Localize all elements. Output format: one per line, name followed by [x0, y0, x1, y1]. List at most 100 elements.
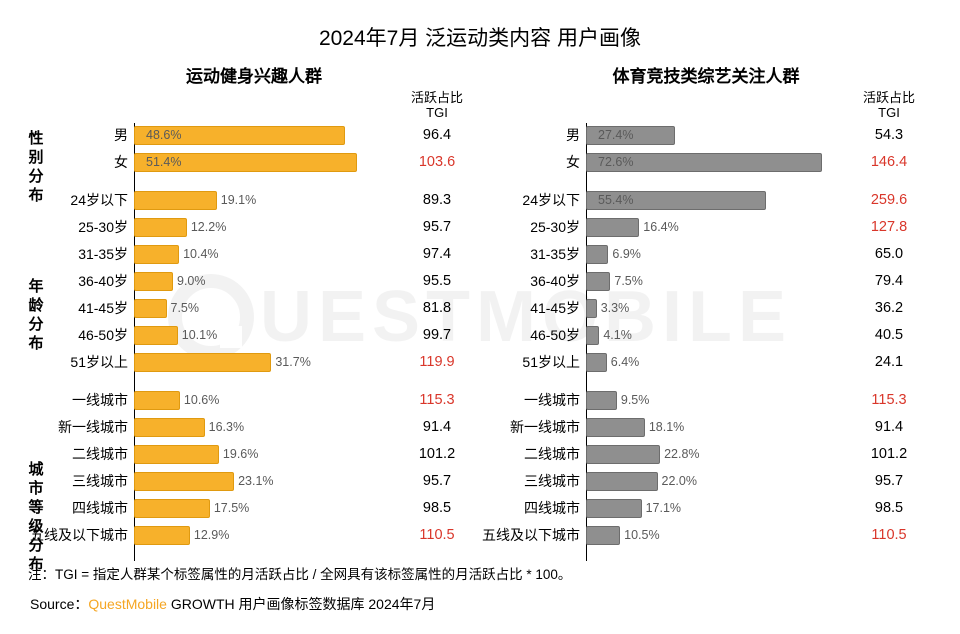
- row-label: 五线及以下城市: [480, 525, 586, 545]
- bar: [134, 326, 178, 345]
- bar-value-label: 10.4%: [183, 247, 218, 261]
- data-row: 36-40岁9.0%95.5: [28, 269, 480, 293]
- data-row: 四线城市17.1%98.5: [480, 496, 932, 520]
- bar-area: 9.0%: [134, 272, 394, 291]
- bar-value-label: 27.4%: [598, 128, 633, 142]
- bar-area: 55.4%: [586, 191, 846, 210]
- bar-area: 31.7%: [134, 353, 394, 372]
- tgi-value: 110.5: [846, 527, 932, 543]
- bar-area: 27.4%: [586, 126, 846, 145]
- bar-area: 3.3%: [586, 299, 846, 318]
- tgi-value: 101.2: [394, 446, 480, 462]
- bar-value-label: 10.6%: [184, 393, 219, 407]
- bar-value-label: 31.7%: [275, 355, 310, 369]
- tgi-value: 65.0: [846, 246, 932, 262]
- row-label: 46-50岁: [480, 325, 586, 345]
- data-row: 五线及以下城市 10.5% 110.5: [480, 523, 932, 547]
- data-row: 女51.4%103.6: [28, 150, 480, 174]
- bar-area: 10.4%: [134, 245, 394, 264]
- data-row: 一线城市9.5%115.3: [480, 388, 932, 412]
- data-row: 二线城市19.6%101.2: [28, 442, 480, 466]
- row-label: 51岁以上: [480, 352, 586, 372]
- bar: [134, 472, 234, 491]
- data-row: 41-45岁7.5%81.8: [28, 296, 480, 320]
- tgi-value: 95.7: [394, 473, 480, 489]
- row-label: 31-35岁: [480, 244, 586, 264]
- bar: [134, 245, 179, 264]
- category-label: 性别分布: [26, 125, 44, 211]
- tgi-value: 127.8: [846, 219, 932, 235]
- bar-value-label: 6.9%: [612, 247, 641, 261]
- tgi-header: 活跃占比TGI: [28, 91, 480, 121]
- bar-area: 72.6%: [586, 153, 846, 172]
- bar-value-label: 55.4%: [598, 193, 633, 207]
- chart-root: 2024年7月 泛运动类内容 用户画像 运动健身兴趣人群活跃占比TGI性别分布年…: [0, 0, 960, 561]
- data-row: 二线城市22.8%101.2: [480, 442, 932, 466]
- data-group: 24岁以下19.1%89.325-30岁12.2%95.731-35岁10.4%…: [28, 188, 480, 374]
- bar: [134, 499, 210, 518]
- data-row: 新一线城市16.3%91.4: [28, 415, 480, 439]
- chart-title: 2024年7月 泛运动类内容 用户画像: [28, 22, 932, 52]
- chart-body: 男27.4%54.3女72.6%146.424岁以下55.4%259.625-3…: [480, 123, 932, 561]
- data-row: 三线城市23.1%95.7: [28, 469, 480, 493]
- bar: [586, 391, 617, 410]
- data-row: 25-30岁16.4%127.8: [480, 215, 932, 239]
- tgi-value: 98.5: [846, 500, 932, 516]
- category-label: 城市等级分布: [26, 433, 44, 603]
- bar-value-label: 12.2%: [191, 220, 226, 234]
- bar-value-label: 18.1%: [649, 420, 684, 434]
- bar: [134, 272, 173, 291]
- tgi-value: 99.7: [394, 327, 480, 343]
- source-line: Source：QuestMobile GROWTH 用户画像标签数据库 2024…: [30, 594, 435, 614]
- bar-value-label: 7.5%: [614, 274, 643, 288]
- footnote: 注：TGI = 指定人群某个标签属性的月活跃占比 / 全网具有该标签属性的月活跃…: [0, 563, 960, 583]
- data-group: 男27.4%54.3女72.6%146.4: [480, 123, 932, 174]
- data-row: 男48.6%96.4: [28, 123, 480, 147]
- bar-value-label: 10.5%: [624, 528, 659, 542]
- data-row: 46-50岁10.1%99.7: [28, 323, 480, 347]
- bar-value-label: 48.6%: [146, 128, 181, 142]
- data-row: 五线及以下城市12.9%110.5: [28, 523, 480, 547]
- chart-column: 运动健身兴趣人群活跃占比TGI性别分布年龄分布城市等级分布男48.6%96.4女…: [28, 62, 480, 561]
- row-label: 四线城市: [480, 498, 586, 518]
- bar-value-label: 7.5%: [171, 301, 200, 315]
- bar-value-label: 19.1%: [221, 193, 256, 207]
- tgi-value: 89.3: [394, 192, 480, 208]
- bar-area: 9.5%: [586, 391, 846, 410]
- data-row: 24岁以下19.1%89.3: [28, 188, 480, 212]
- bar: [586, 353, 607, 372]
- bar-value-label: 9.5%: [621, 393, 650, 407]
- data-row: 31-35岁 6.9% 65.0: [480, 242, 932, 266]
- bar: [586, 218, 639, 237]
- data-row: 一线城市10.6%115.3: [28, 388, 480, 412]
- bar-area: 4.1%: [586, 326, 846, 345]
- bar: [586, 326, 599, 345]
- source-rest: GROWTH 用户画像标签数据库 2024年7月: [167, 596, 435, 612]
- bar-area: 7.5%: [134, 299, 394, 318]
- bar: [134, 191, 217, 210]
- data-row: 46-50岁4.1%40.5: [480, 323, 932, 347]
- bar-area: 19.6%: [134, 445, 394, 464]
- tgi-value: 110.5: [394, 527, 480, 543]
- bar: [586, 526, 620, 545]
- bar-area: 48.6%: [134, 126, 394, 145]
- bar-value-label: 4.1%: [603, 328, 632, 342]
- data-row: 男27.4%54.3: [480, 123, 932, 147]
- bar-value-label: 22.8%: [664, 447, 699, 461]
- tgi-value: 146.4: [846, 154, 932, 170]
- row-label: 41-45岁: [480, 298, 586, 318]
- row-label: 男: [480, 125, 586, 145]
- row-label: 36-40岁: [480, 271, 586, 291]
- bar-area: 18.1%: [586, 418, 846, 437]
- tgi-value: 36.2: [846, 300, 932, 316]
- bar-area: 12.2%: [134, 218, 394, 237]
- tgi-value: 95.7: [394, 219, 480, 235]
- bar-area: 7.5%: [586, 272, 846, 291]
- bar: [134, 353, 271, 372]
- chart-column: 体育竞技类综艺关注人群活跃占比TGI男27.4%54.3女72.6%146.42…: [480, 62, 932, 561]
- bar-value-label: 72.6%: [598, 155, 633, 169]
- column-subtitle: 运动健身兴趣人群: [28, 62, 480, 87]
- bar-value-label: 9.0%: [177, 274, 206, 288]
- data-row: 女72.6%146.4: [480, 150, 932, 174]
- tgi-value: 95.5: [394, 273, 480, 289]
